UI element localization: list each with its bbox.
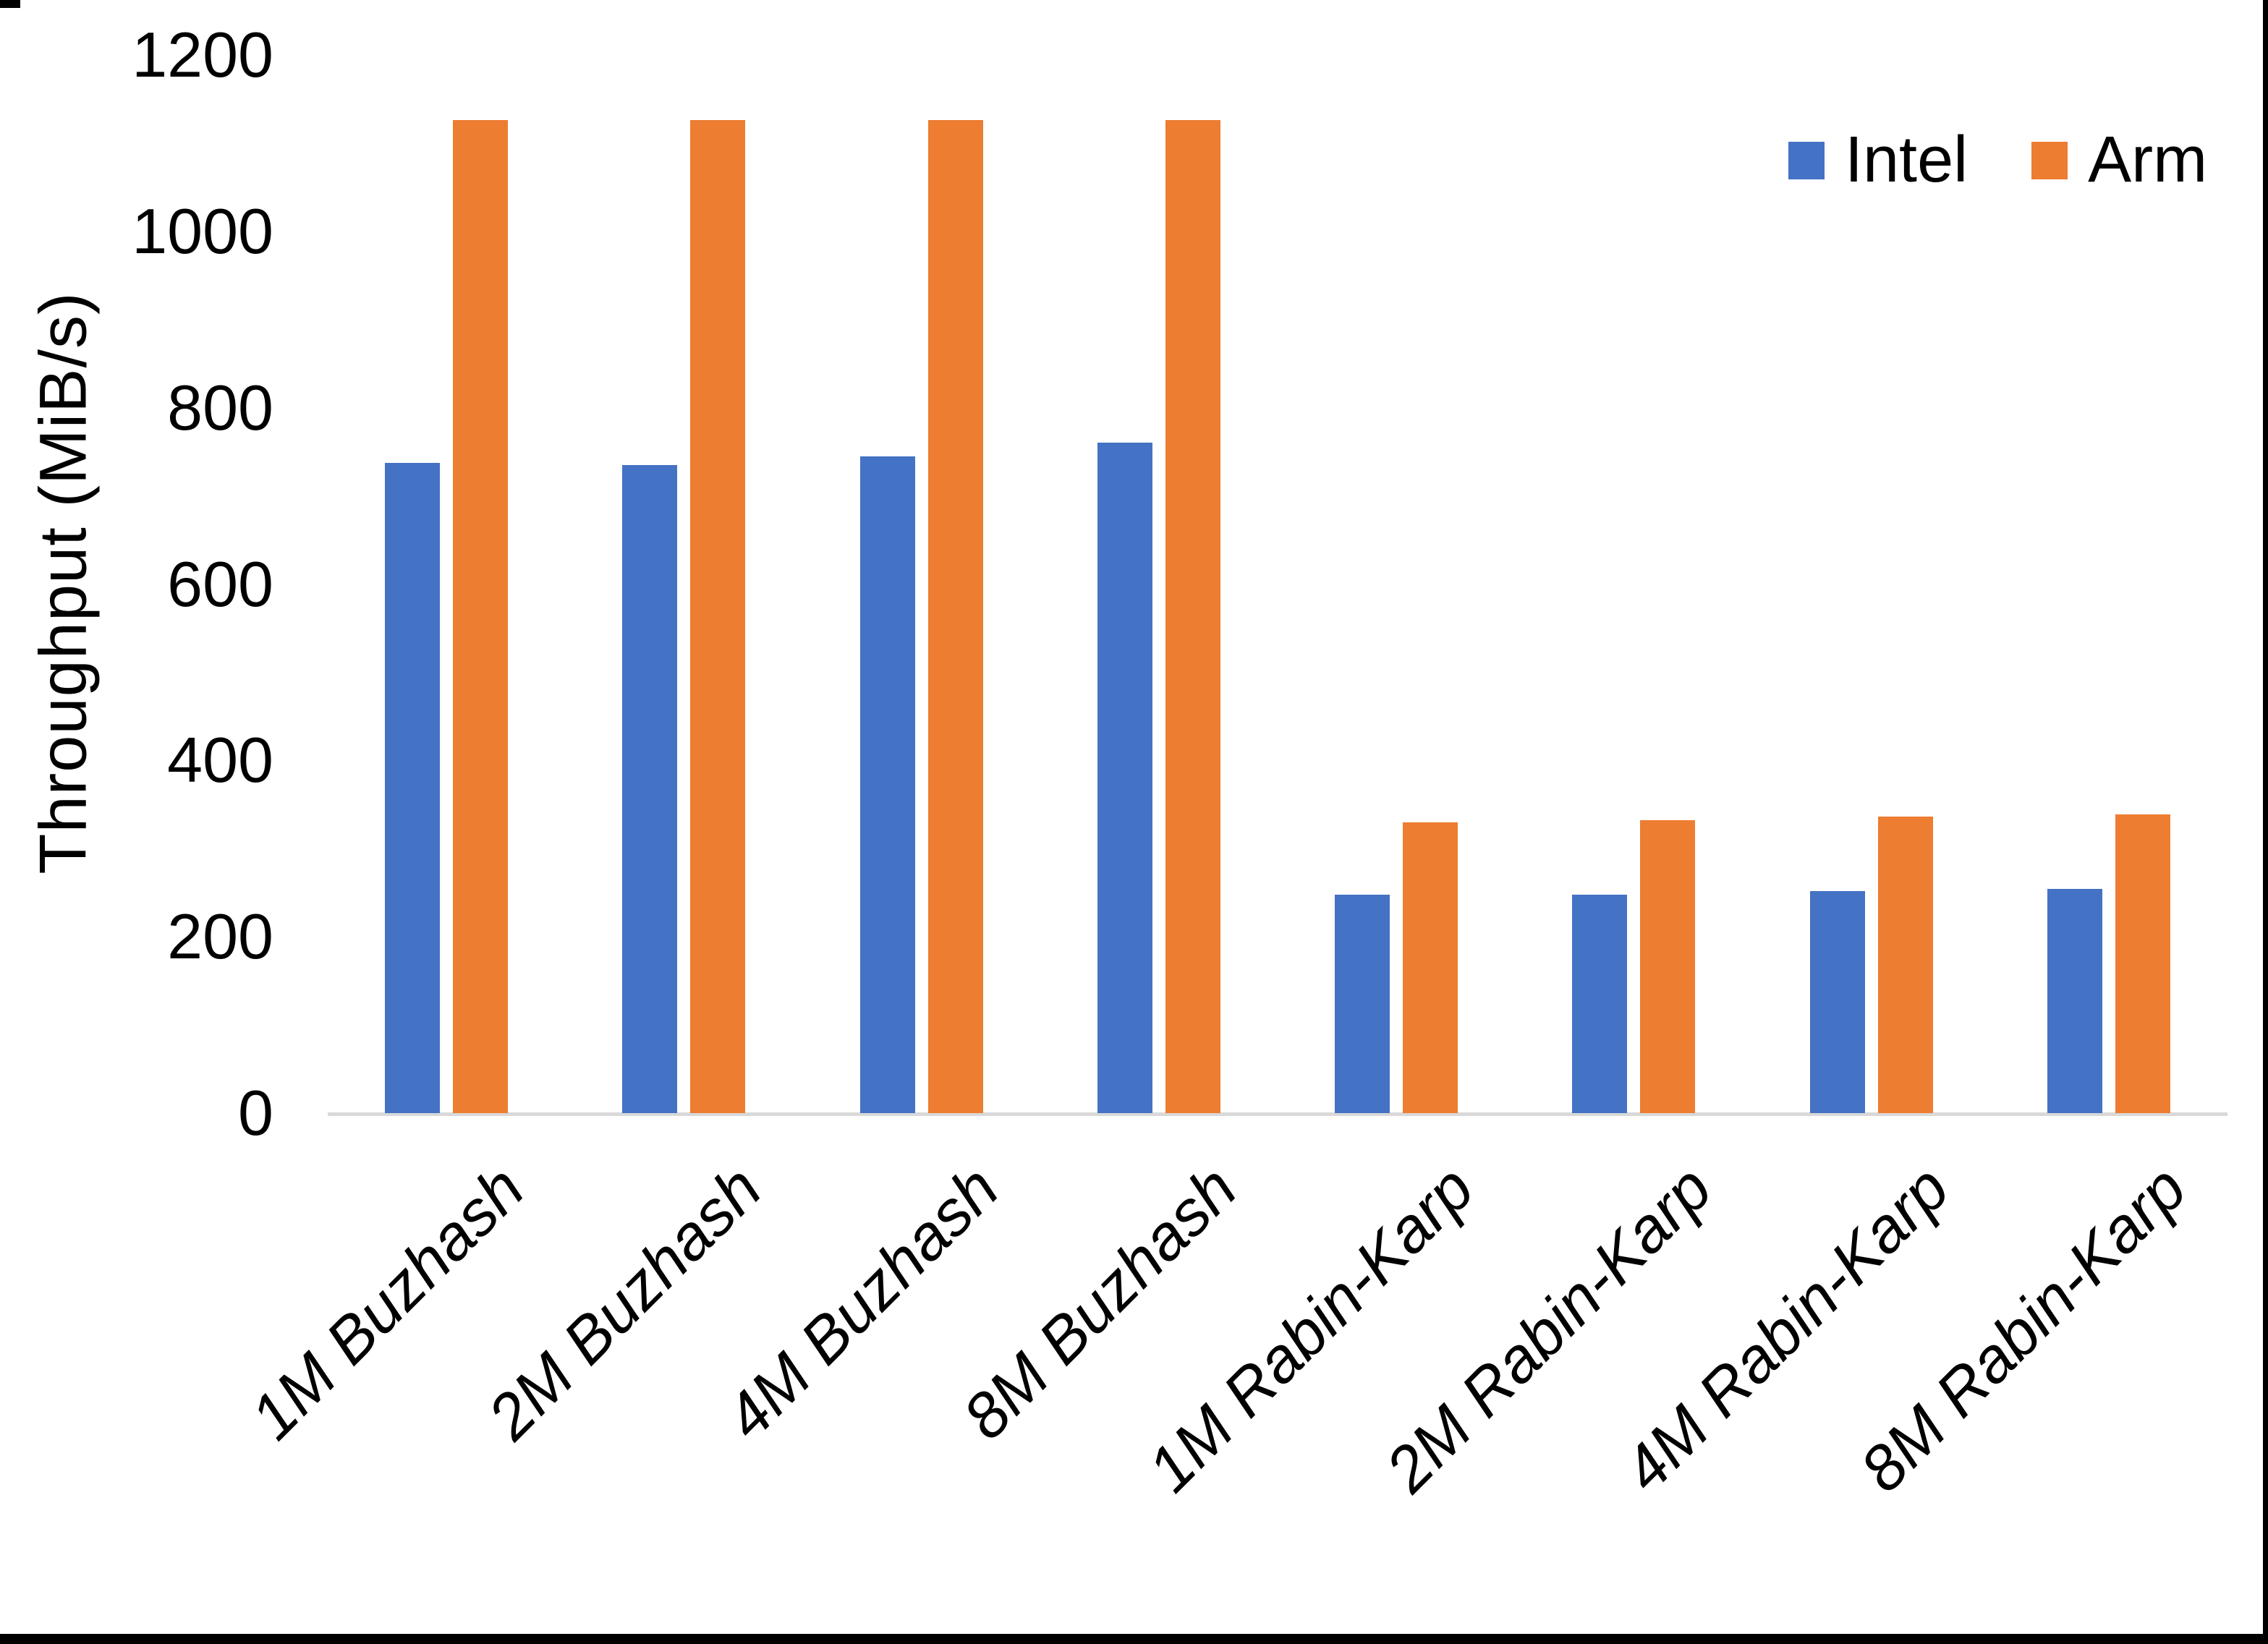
bar-arm-7	[1877, 817, 1933, 1113]
bar-intel-6	[1572, 894, 1628, 1113]
legend-label-intel: Intel	[1845, 124, 1968, 196]
bar-intel-8	[2047, 889, 2102, 1113]
legend-swatch-arm-icon	[2031, 141, 2068, 179]
bar-arm-3	[927, 120, 983, 1113]
bar-intel-5	[1335, 894, 1390, 1113]
y-tick-label-0: 0	[238, 1077, 273, 1149]
bar-arm-5	[1403, 822, 1458, 1113]
bar-arm-8	[2115, 814, 2170, 1113]
legend: Intel Arm	[1788, 123, 2207, 197]
bar-arm-2	[690, 120, 746, 1113]
y-tick-label-1200: 1200	[132, 19, 273, 90]
bar-arm-6	[1640, 820, 1696, 1113]
y-tick-label-400: 400	[167, 724, 273, 796]
bar-intel-2	[622, 464, 678, 1113]
y-tick-label-800: 800	[167, 371, 273, 443]
bar-intel-1	[385, 463, 441, 1113]
bottom-border	[0, 1634, 2268, 1644]
bar-arm-4	[1165, 120, 1220, 1113]
bar-intel-7	[1809, 890, 1865, 1113]
right-border	[2263, 0, 2268, 1644]
bar-intel-4	[1097, 443, 1152, 1113]
y-tick-label-200: 200	[167, 900, 273, 973]
top-left-corner-mark	[0, 0, 20, 8]
bar-arm-1	[453, 120, 509, 1113]
y-tick-label-600: 600	[167, 548, 273, 620]
legend-item-arm: Arm	[2031, 123, 2207, 197]
x-axis-line	[328, 1112, 2227, 1116]
legend-swatch-intel-icon	[1788, 141, 1825, 179]
plot-area	[328, 55, 2227, 1116]
legend-label-arm: Arm	[2088, 124, 2208, 196]
y-tick-label-1000: 1000	[132, 195, 273, 267]
legend-item-intel: Intel	[1788, 123, 1968, 197]
bar-intel-3	[859, 456, 915, 1113]
